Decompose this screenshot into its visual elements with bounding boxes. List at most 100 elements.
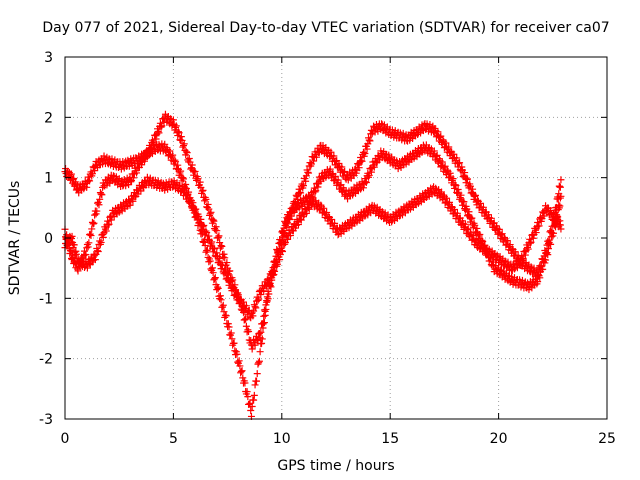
data-point: [526, 239, 534, 247]
data-point: [469, 231, 477, 239]
data-point: [284, 235, 292, 243]
data-point: [286, 232, 294, 240]
data-point: [331, 172, 339, 180]
data-point: [453, 209, 461, 217]
data-point: [557, 225, 565, 233]
data-point: [370, 163, 378, 171]
data-point: [273, 245, 281, 253]
y-tick-label: -1: [39, 291, 53, 307]
data-point: [86, 230, 94, 238]
data-point: [255, 359, 263, 367]
data-point: [314, 183, 322, 191]
data-point: [140, 157, 148, 165]
data-point: [305, 205, 313, 213]
data-point: [258, 339, 266, 347]
data-point: [226, 278, 234, 286]
data-point: [180, 142, 188, 150]
data-point: [534, 219, 542, 227]
data-point: [72, 180, 80, 188]
y-tick-label: 0: [44, 231, 53, 247]
data-point: [282, 219, 290, 227]
data-point: [180, 175, 188, 183]
data-point: [217, 296, 225, 304]
data-point: [299, 182, 307, 190]
data-point: [250, 391, 258, 399]
data-point: [250, 396, 258, 404]
data-point: [211, 245, 219, 253]
data-point: [253, 370, 261, 378]
data-point: [557, 192, 565, 200]
data-point: [506, 241, 514, 249]
data-point: [457, 167, 465, 175]
data-point: [216, 255, 224, 263]
data-point: [469, 185, 477, 193]
data-point: [70, 175, 78, 183]
data-point: [196, 178, 204, 186]
data-point: [154, 127, 162, 135]
data-point: [102, 227, 110, 235]
data-point: [83, 244, 91, 252]
data-point: [539, 265, 547, 273]
data-point: [222, 312, 230, 320]
data-point: [214, 233, 222, 241]
data-point: [216, 239, 224, 247]
data-point: [239, 308, 247, 316]
data-point: [456, 159, 464, 167]
data-point: [248, 345, 256, 353]
data-point: [200, 222, 208, 230]
data-point: [495, 225, 503, 233]
data-point: [74, 267, 82, 275]
data-point: [257, 291, 265, 299]
data-point: [451, 206, 459, 214]
data-point: [91, 256, 99, 264]
data-point: [298, 180, 306, 188]
data-point: [157, 123, 165, 131]
data-point: [273, 260, 281, 268]
data-point: [213, 283, 221, 291]
data-point: [90, 219, 98, 227]
data-point: [206, 257, 214, 265]
axis-ticks: [64, 56, 608, 420]
data-point: [521, 248, 529, 256]
data-point: [461, 169, 469, 177]
data-point: [177, 133, 185, 141]
data-point: [326, 165, 334, 173]
data-point: [189, 199, 197, 207]
data-point: [547, 240, 555, 248]
data-point: [174, 161, 182, 169]
data-point: [84, 243, 92, 251]
data-point: [544, 245, 552, 253]
data-point: [271, 267, 279, 275]
data-point: [280, 224, 288, 232]
data-point: [498, 230, 506, 238]
x-tick-label: 25: [598, 431, 616, 447]
data-point: [228, 335, 236, 343]
data-point: [88, 218, 96, 226]
data-point: [217, 242, 225, 250]
data-point: [91, 211, 99, 219]
data-point: [547, 207, 555, 215]
data-point: [527, 238, 535, 246]
data-point: [219, 301, 227, 309]
data-point: [352, 169, 360, 177]
data-point: [226, 277, 234, 285]
data-point: [95, 201, 103, 209]
data-point: [524, 245, 532, 253]
data-point: [230, 339, 238, 347]
data-point: [259, 324, 267, 332]
data-point: [215, 232, 223, 240]
data-point: [251, 303, 259, 311]
data-point: [233, 350, 241, 358]
x-tick-labels: 0 5 10 15 20 25: [61, 431, 616, 447]
data-point: [207, 208, 215, 216]
data-point: [445, 198, 453, 206]
data-point: [224, 271, 232, 279]
data-point: [361, 150, 369, 158]
data-point: [263, 298, 271, 306]
data-point: [453, 154, 461, 162]
data-point: [133, 169, 141, 177]
data-point: [216, 292, 224, 300]
data-point: [537, 214, 545, 222]
data-point: [237, 368, 245, 376]
data-point: [182, 184, 190, 192]
